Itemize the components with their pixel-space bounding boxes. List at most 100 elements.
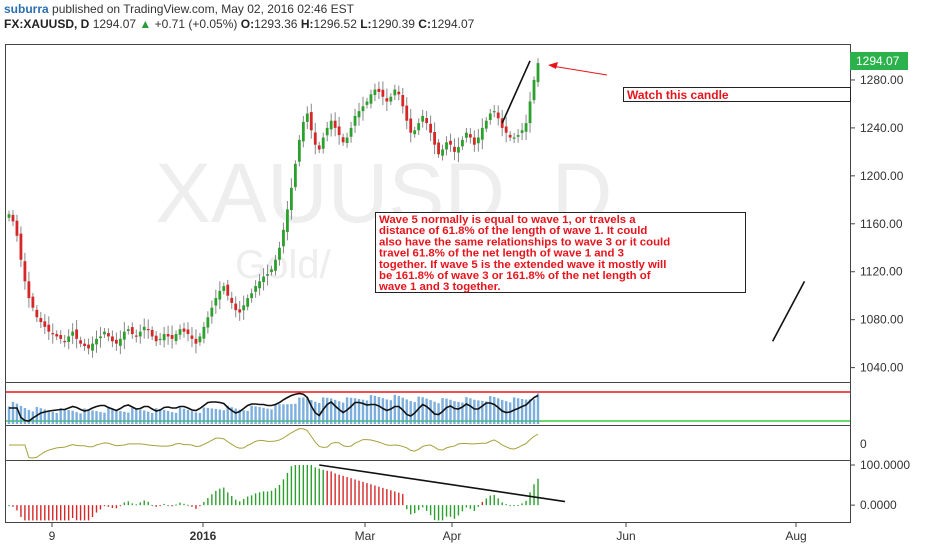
pane3-bar: [123, 502, 126, 506]
pane1-bar: [461, 402, 464, 424]
pane3-bar: [211, 494, 213, 506]
change-value: +0.71 (+0.05%): [154, 17, 238, 31]
pane3-bar: [457, 505, 460, 516]
pane3-trend-line[interactable]: [319, 464, 566, 503]
price-axis[interactable]: 1280.00 1240.00 1200.00 1160.00 1120.00 1080.…: [850, 73, 904, 375]
candle: [190, 327, 194, 348]
pane1-bar: [329, 398, 333, 424]
pane1-bar: [497, 398, 500, 424]
last-price-tag-label: 1294.07: [856, 54, 900, 68]
candle: [198, 332, 202, 346]
pane1-bar: [274, 403, 277, 424]
candle: [461, 136, 464, 150]
open-value: 1293.36: [254, 17, 298, 31]
pane1-bar: [174, 412, 178, 424]
time-tick-label: Jun: [616, 529, 635, 543]
pane3-bar: [485, 498, 487, 506]
pane1-bar: [226, 405, 229, 424]
candle: [405, 97, 409, 130]
pane3-bar: [231, 496, 233, 506]
candle: [468, 128, 472, 144]
pane3-frame: [5, 460, 851, 523]
pane1-bar: [385, 399, 389, 424]
price-tick-label: 1080.00: [860, 313, 904, 327]
candle: [166, 325, 170, 345]
trend-line-wave-5[interactable]: [501, 60, 531, 124]
trend-line-wave-1[interactable]: [771, 280, 806, 342]
candle: [341, 133, 345, 146]
pane3-bar: [119, 505, 122, 507]
pane3-bar: [449, 505, 452, 517]
time-axis[interactable]: 9 2016 Mar Apr Jun Aug: [49, 522, 807, 543]
pane1-bar: [123, 411, 126, 424]
pane1-bar: [218, 409, 222, 424]
candle: [397, 85, 401, 101]
pane1-bar: [449, 399, 452, 424]
pane1-bar: [91, 410, 94, 424]
pane1-bar: [465, 397, 468, 424]
pane1-bar: [365, 400, 369, 424]
candle: [413, 126, 417, 138]
candle: [138, 324, 142, 344]
pane3-bar: [290, 466, 293, 506]
pane3-bar: [406, 505, 408, 510]
candle: [488, 108, 492, 125]
candle: [476, 129, 480, 152]
close-value: 1294.07: [430, 17, 475, 31]
pane3-bar: [278, 484, 281, 506]
pane3-bar: [63, 505, 66, 521]
pane3-bar: [143, 500, 145, 506]
pane3-bar: [171, 505, 173, 507]
pane1-bar: [87, 409, 90, 424]
time-tick-label: 2016: [190, 529, 217, 543]
candle: [389, 93, 393, 106]
candle: [230, 291, 234, 309]
pane1-bar: [11, 401, 15, 424]
candle: [142, 318, 146, 339]
pane1-bar: [182, 408, 186, 424]
candle: [59, 330, 63, 344]
pane1-bar: [59, 408, 62, 424]
candle: [270, 265, 273, 276]
pane1-bar: [238, 409, 241, 424]
pane3-bar: [425, 505, 428, 511]
pane3-bar: [79, 505, 82, 521]
pane3-bar: [505, 504, 507, 506]
pane1-bar: [306, 398, 309, 424]
candle: [238, 300, 242, 321]
pane3-bar: [12, 505, 14, 507]
pane1-bar: [178, 407, 182, 424]
candle: [67, 329, 71, 350]
trend-lines: [501, 60, 806, 342]
pane3-bar: [390, 490, 392, 506]
open-label: O:: [240, 17, 255, 31]
pane1-bar: [154, 408, 158, 424]
pane1-bar: [190, 411, 194, 424]
candle: [202, 322, 206, 344]
pane1-bar: [429, 400, 432, 424]
candle: [210, 300, 214, 324]
author-link[interactable]: suburra: [4, 2, 49, 16]
wave-note-line: Wave 5 normally is equal to wave 1, or t…: [379, 214, 636, 226]
pane1-bar: [528, 399, 532, 424]
pane1-bar: [254, 406, 257, 424]
pane3-bar: [330, 471, 332, 506]
pane3-bar: [40, 505, 42, 521]
pane3-bar: [537, 478, 539, 506]
pane1-bar: [67, 409, 70, 424]
symbol-label[interactable]: FX:XAUUSD, D: [4, 17, 90, 31]
time-tick-label: 9: [49, 529, 56, 543]
wave-note: Wave 5 normally is equal to wave 1, or t…: [375, 212, 746, 293]
pane3-tick-label: 100.0000: [860, 458, 910, 472]
pane1-bar: [234, 408, 237, 424]
pane3-bar: [481, 501, 484, 506]
pane1-bar: [266, 408, 269, 424]
pane3-bar: [417, 505, 420, 511]
candle: [118, 330, 122, 355]
candle: [111, 330, 114, 348]
pane3-bar: [28, 505, 30, 521]
pane3-bar: [238, 501, 241, 506]
volume-oscillator-pane: [6, 391, 850, 424]
pane1-bar: [516, 398, 520, 424]
